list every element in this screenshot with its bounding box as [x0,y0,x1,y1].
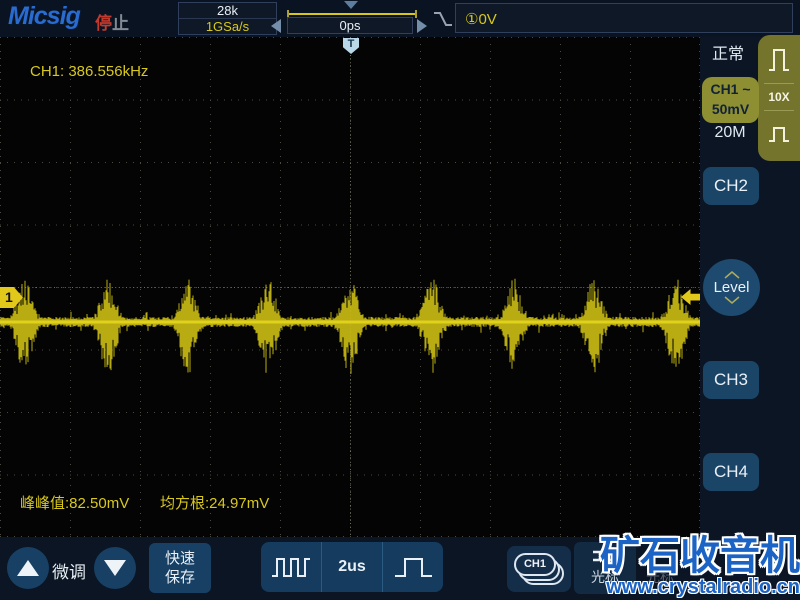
positive-pulse-icon[interactable] [766,35,792,83]
divider [764,110,794,111]
waveform-display[interactable]: T 1 CH1: 386.556kHz 峰峰值:82.50mV 均方根:24.9… [0,37,700,537]
micsig-logo: Micsig [8,2,81,30]
horizontal-position: 0ps [339,18,361,33]
ch1-scale: 50mV [711,100,750,117]
level-label: Level [713,279,750,296]
probe-attenuation[interactable]: 10X [768,90,790,104]
timebase-zoom-out-button[interactable] [261,542,321,592]
negative-pulse-icon[interactable] [766,111,792,157]
cursor-ghost-label[interactable]: 光标 [646,569,674,585]
run-state-stop: 停 [95,14,112,33]
ch3-button[interactable]: CH3 [703,361,759,399]
ch1-scale-badge[interactable]: CH1 ~ 50mV [702,77,759,123]
quick-save-line2: 保存 [164,569,195,586]
rms-measurement: 均方根:24.97mV [160,495,270,512]
ch2-button[interactable]: CH2 [703,167,759,205]
cursor-button[interactable]: 光标 [574,542,636,594]
timebase-value: 2us [338,558,366,575]
up-arrow-icon [17,560,39,576]
ch4-button[interactable]: CH4 [703,453,759,491]
bottom-toolbar: 微调 快速 保存 2us CH1 光标 光标 [0,537,800,600]
trigger-info-box[interactable]: ①0V [455,3,793,33]
trigger-position-marker[interactable]: T [343,38,359,54]
cursor-label: 光标 [591,569,619,585]
quick-save-line1: 快速 [164,549,195,567]
pulse-train-icon [272,558,310,577]
sample-depth: 28k [217,3,238,18]
cursor-lines-icon [593,550,617,562]
frequency-readout: CH1: 386.556kHz [30,63,149,80]
run-state[interactable]: 停止 [95,9,129,34]
probe-panel[interactable]: 10X [758,35,800,161]
level-knob[interactable]: Level [703,259,760,316]
ch1-bandwidth: 20M [714,124,746,141]
trigger-mode-label: 正常 [712,46,745,63]
pan-left-icon[interactable] [271,19,281,33]
sample-info-box[interactable]: 28k 1GSa/s [178,2,277,35]
run-state-rest: 止 [112,14,129,33]
record-length-line [289,13,415,15]
channel-pill: CH1 [514,553,556,576]
horizontal-position-box[interactable]: 0ps [287,17,413,34]
channel1-flag[interactable]: 1 [0,287,23,308]
falling-edge-icon[interactable] [431,9,455,34]
quick-save-button[interactable]: 快速 保存 [149,543,211,593]
chevron-down-icon [724,296,739,304]
timebase-value-button[interactable]: 2us [321,542,382,592]
sample-rate: 1GSa/s [179,18,276,34]
pan-right-icon[interactable] [417,19,427,33]
top-status-bar: Micsig 停止 28k 1GSa/s 0ps ①0V [0,0,800,37]
timebase-group: 2us [261,542,443,592]
trigger-readout: ①0V [465,11,497,28]
active-channel-button[interactable]: CH1 [507,546,571,592]
graticule-and-trace [0,37,700,537]
decrement-button[interactable] [94,547,136,589]
fine-tune-label: 微调 [52,563,86,582]
trigger-position-pointer-icon[interactable] [344,1,358,9]
timebase-zoom-in-button[interactable] [382,542,443,592]
divider [764,83,794,84]
single-pulse-icon [395,558,432,577]
chevron-up-icon [724,271,739,279]
peak-to-peak-measurement: 峰峰值:82.50mV [20,495,130,512]
increment-button[interactable] [7,547,49,589]
ch1-label: CH1 ~ [710,81,751,97]
down-arrow-icon [104,560,126,576]
record-length-bar[interactable] [287,10,417,18]
